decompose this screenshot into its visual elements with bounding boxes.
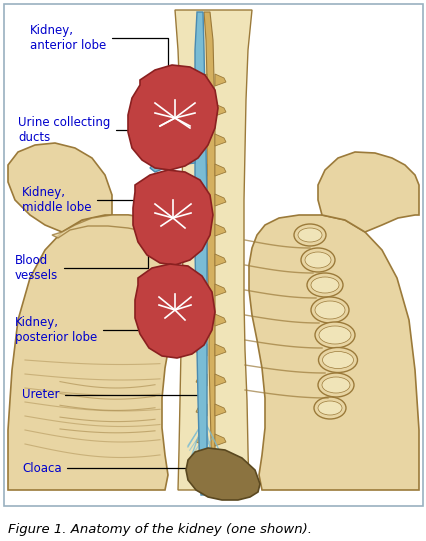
- Polygon shape: [317, 152, 418, 232]
- Text: Ureter: Ureter: [22, 388, 199, 412]
- Polygon shape: [52, 215, 170, 240]
- Polygon shape: [215, 434, 225, 446]
- Ellipse shape: [322, 352, 353, 368]
- Polygon shape: [215, 314, 225, 326]
- Polygon shape: [132, 170, 213, 265]
- Polygon shape: [196, 104, 207, 116]
- Polygon shape: [196, 434, 207, 446]
- Polygon shape: [196, 284, 207, 296]
- Polygon shape: [215, 224, 225, 236]
- Text: Figure 1. Anatomy of the kidney (one shown).: Figure 1. Anatomy of the kidney (one sho…: [8, 524, 311, 537]
- Polygon shape: [215, 74, 225, 86]
- Polygon shape: [215, 454, 225, 466]
- Polygon shape: [195, 12, 207, 495]
- Polygon shape: [215, 104, 225, 116]
- Ellipse shape: [300, 248, 334, 272]
- Polygon shape: [196, 344, 207, 356]
- Ellipse shape: [297, 228, 321, 242]
- Ellipse shape: [310, 277, 338, 293]
- Polygon shape: [196, 74, 207, 86]
- Polygon shape: [215, 344, 225, 356]
- Ellipse shape: [314, 301, 344, 319]
- Polygon shape: [215, 404, 225, 416]
- Text: Blood
vessels: Blood vessels: [15, 251, 148, 282]
- Polygon shape: [248, 215, 418, 490]
- Polygon shape: [196, 134, 207, 146]
- Ellipse shape: [294, 224, 325, 246]
- Polygon shape: [215, 284, 225, 296]
- Polygon shape: [128, 65, 218, 170]
- Ellipse shape: [321, 377, 349, 393]
- Polygon shape: [196, 224, 207, 236]
- Polygon shape: [215, 134, 225, 146]
- Polygon shape: [8, 215, 178, 490]
- Polygon shape: [186, 448, 259, 500]
- Polygon shape: [196, 404, 207, 416]
- Ellipse shape: [318, 347, 357, 373]
- Polygon shape: [150, 153, 195, 172]
- Ellipse shape: [314, 322, 354, 348]
- Polygon shape: [8, 143, 112, 232]
- Text: Urine collecting
ducts: Urine collecting ducts: [18, 116, 148, 159]
- Polygon shape: [196, 314, 207, 326]
- Polygon shape: [204, 12, 215, 492]
- Ellipse shape: [318, 326, 350, 344]
- Polygon shape: [215, 194, 225, 206]
- Polygon shape: [196, 254, 207, 266]
- Polygon shape: [196, 374, 207, 386]
- Text: Kidney,
middle lobe: Kidney, middle lobe: [22, 186, 148, 214]
- Ellipse shape: [306, 273, 342, 297]
- Ellipse shape: [313, 397, 345, 419]
- Polygon shape: [143, 228, 195, 248]
- Polygon shape: [196, 454, 207, 466]
- Ellipse shape: [310, 297, 348, 323]
- Polygon shape: [196, 194, 207, 206]
- Polygon shape: [143, 292, 195, 312]
- Polygon shape: [135, 264, 215, 358]
- Ellipse shape: [317, 401, 341, 415]
- Ellipse shape: [317, 373, 353, 397]
- Polygon shape: [175, 10, 251, 490]
- Polygon shape: [215, 374, 225, 386]
- Polygon shape: [215, 164, 225, 176]
- FancyBboxPatch shape: [4, 4, 422, 506]
- Text: Kidney,
posterior lobe: Kidney, posterior lobe: [15, 313, 150, 344]
- Polygon shape: [215, 254, 225, 266]
- Text: Kidney,
anterior lobe: Kidney, anterior lobe: [30, 24, 167, 79]
- Polygon shape: [196, 164, 207, 176]
- Text: Cloaca: Cloaca: [22, 461, 210, 479]
- Ellipse shape: [304, 252, 330, 268]
